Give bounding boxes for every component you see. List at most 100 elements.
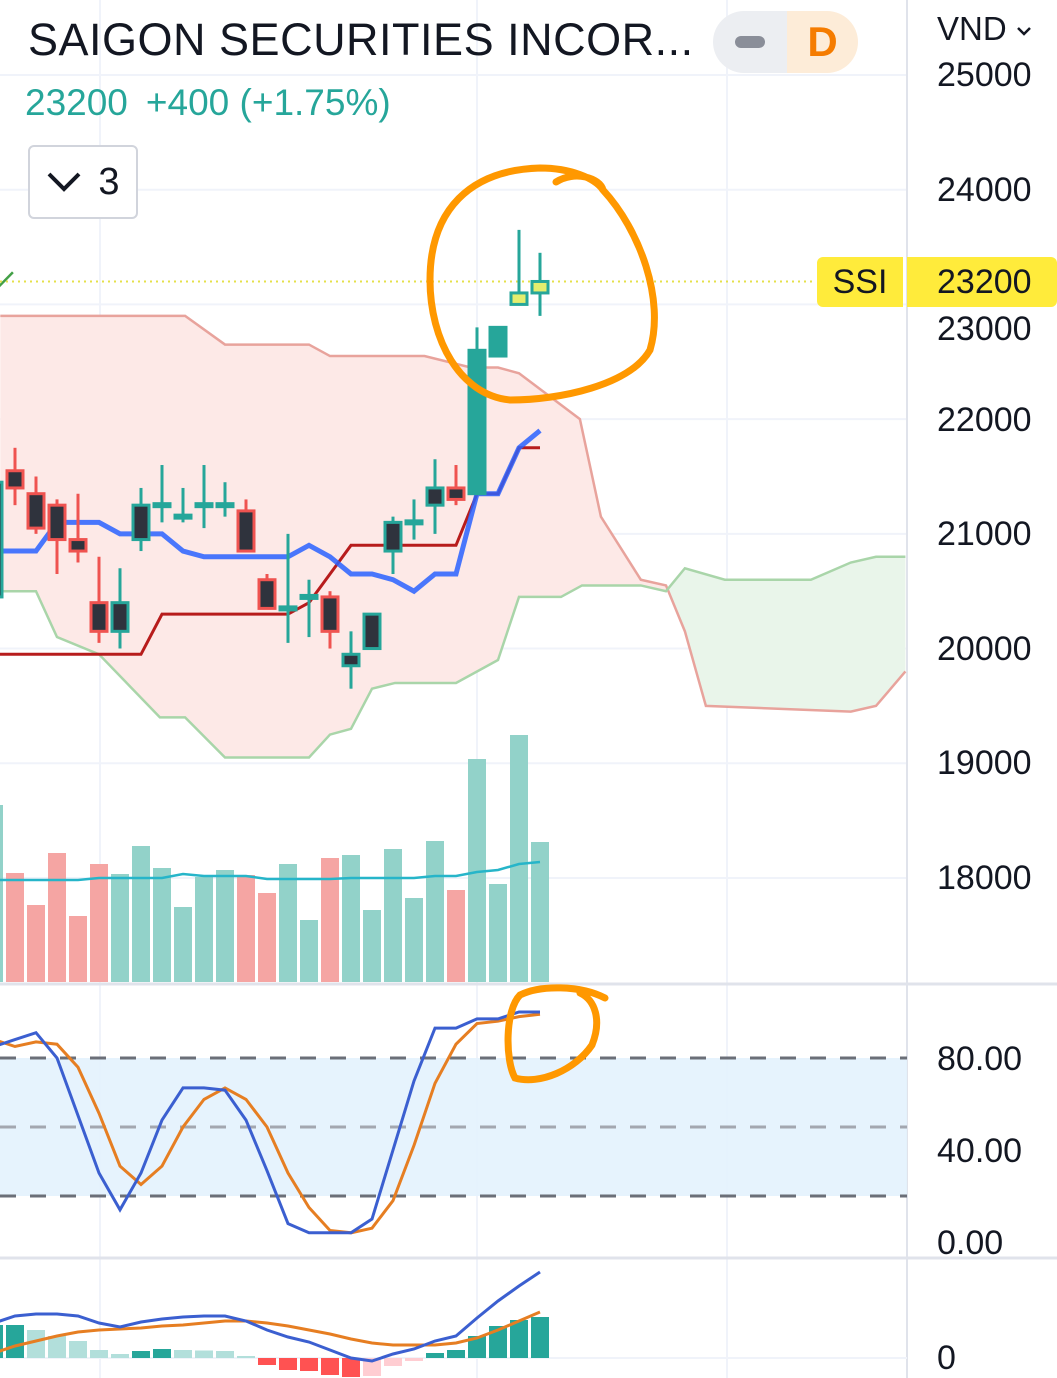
macd-histogram-bar bbox=[510, 1320, 528, 1358]
interval-switcher[interactable]: D bbox=[713, 11, 858, 73]
price-tick: 19000 bbox=[937, 744, 1032, 782]
volume-bar bbox=[153, 868, 171, 982]
last-price-tag: 23200 bbox=[907, 257, 1057, 307]
stochastic-k-line bbox=[0, 1010, 540, 1235]
macd-histogram-bar bbox=[132, 1351, 150, 1358]
volume-bar bbox=[300, 920, 318, 982]
senkou-span-b bbox=[0, 555, 906, 759]
macd-signal-line bbox=[0, 1310, 541, 1353]
macd-line bbox=[0, 1270, 541, 1363]
candle-body bbox=[68, 538, 88, 553]
macd-histogram-bar bbox=[111, 1354, 129, 1358]
price-change: +400 (+1.75%) bbox=[145, 82, 391, 123]
chikou-span bbox=[0, 271, 14, 288]
macd-histogram-bar bbox=[195, 1350, 213, 1358]
annotations bbox=[426, 164, 658, 1084]
volume-bar bbox=[384, 849, 402, 982]
candle-body bbox=[530, 279, 550, 295]
candle-body bbox=[152, 502, 172, 509]
macd-histogram-bar bbox=[27, 1330, 45, 1358]
candle-body bbox=[131, 503, 151, 542]
candles bbox=[0, 229, 550, 689]
volume-bar bbox=[132, 846, 150, 982]
macd-histogram-bar bbox=[447, 1350, 465, 1358]
price-tick: 24000 bbox=[937, 171, 1032, 209]
price-tick: 22000 bbox=[937, 401, 1032, 439]
candle-body bbox=[278, 605, 298, 612]
volume-bar bbox=[447, 890, 465, 982]
candle-body bbox=[467, 348, 487, 496]
macd-histogram-bar bbox=[153, 1349, 171, 1358]
volume-bar bbox=[69, 916, 87, 982]
volume-bar bbox=[6, 873, 24, 982]
candle-body bbox=[89, 601, 109, 633]
candle-body bbox=[47, 503, 67, 542]
volume-bars bbox=[0, 735, 549, 982]
stochastic-tick: 0.00 bbox=[937, 1224, 1004, 1262]
macd-histogram-bar bbox=[0, 1325, 3, 1358]
volume-bar bbox=[27, 905, 45, 982]
cloud-bearish bbox=[0, 315, 667, 758]
candle-body bbox=[299, 593, 319, 600]
volume-bar bbox=[426, 841, 444, 982]
volume-bar bbox=[363, 910, 381, 982]
macd-histogram-bar bbox=[405, 1358, 423, 1361]
volume-bar bbox=[111, 874, 129, 982]
volume-bar bbox=[342, 855, 360, 982]
candle-body bbox=[341, 652, 361, 668]
macd-histogram-bar bbox=[216, 1351, 234, 1358]
price-tick: 18000 bbox=[937, 859, 1032, 897]
interval-button[interactable]: D bbox=[787, 11, 858, 73]
macd-histogram-bar bbox=[531, 1317, 549, 1358]
volume-bar bbox=[216, 870, 234, 982]
macd-histogram-bar bbox=[363, 1358, 381, 1376]
volume-bar bbox=[531, 842, 549, 982]
candle-body bbox=[404, 519, 424, 526]
candle-body bbox=[257, 578, 277, 610]
stochastic-d-line bbox=[0, 1012, 541, 1235]
symbol-title[interactable]: SAIGON SECURITIES INCOR... bbox=[28, 14, 694, 65]
volume-bar bbox=[237, 875, 255, 982]
candle-body bbox=[488, 325, 508, 358]
stochastic-panel bbox=[0, 1010, 907, 1235]
volume-ma-line bbox=[0, 860, 541, 882]
indicators-toggle-button[interactable]: 3 bbox=[28, 145, 138, 219]
candle-body bbox=[362, 612, 382, 651]
price-tick: 23000 bbox=[937, 310, 1032, 348]
candle-body bbox=[0, 480, 4, 599]
macd-histogram-bar bbox=[90, 1350, 108, 1358]
minimize-button[interactable] bbox=[713, 11, 787, 73]
macd-histogram-bar bbox=[258, 1358, 276, 1365]
annotation-circle-price bbox=[426, 164, 658, 404]
candle-body bbox=[425, 486, 445, 507]
volume-bar bbox=[279, 864, 297, 982]
candle-body bbox=[446, 486, 466, 501]
candle-body bbox=[383, 520, 403, 553]
candle-body bbox=[110, 601, 130, 633]
macd-histogram-bar bbox=[237, 1356, 255, 1358]
minus-icon bbox=[735, 36, 765, 48]
volume-bar bbox=[195, 877, 213, 982]
volume-bar bbox=[90, 864, 108, 982]
macd-panel bbox=[0, 1270, 907, 1377]
indicator-count: 3 bbox=[98, 160, 120, 203]
chevron-down-icon bbox=[48, 172, 81, 192]
volume-bar bbox=[321, 858, 339, 982]
macd-histogram-bar bbox=[6, 1325, 24, 1358]
candle-body bbox=[173, 513, 193, 520]
candle-body bbox=[194, 502, 214, 509]
macd-histogram-bar bbox=[279, 1358, 297, 1370]
volume-bar bbox=[510, 735, 528, 982]
candle-body bbox=[236, 509, 256, 553]
macd-histogram-bar bbox=[69, 1341, 87, 1358]
cloud-bullish bbox=[666, 556, 906, 712]
ichimoku-lines bbox=[0, 280, 815, 656]
price-quote: 23200 +400 (+1.75%) bbox=[25, 82, 391, 124]
currency-selector[interactable]: VND bbox=[937, 12, 1032, 45]
ichimoku-cloud bbox=[0, 271, 907, 759]
price-tick: 21000 bbox=[937, 515, 1032, 553]
macd-histogram-bar bbox=[342, 1358, 360, 1377]
volume-bar bbox=[489, 884, 507, 982]
volume-bar bbox=[174, 907, 192, 982]
